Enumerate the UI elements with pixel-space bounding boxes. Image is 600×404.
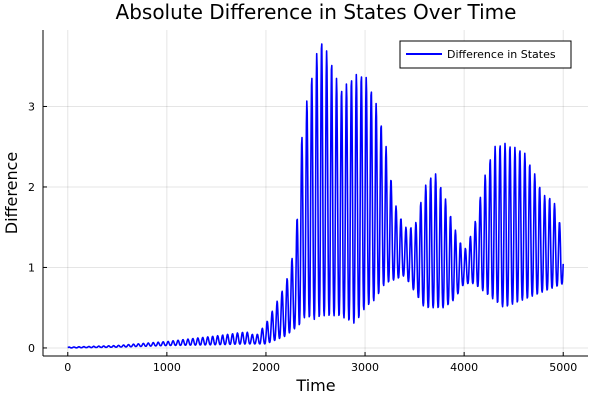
x-tick-label: 0 bbox=[64, 361, 71, 374]
legend-label: Difference in States bbox=[447, 48, 556, 61]
ticks: 0 1000 2000 3000 4000 5000 0 1 2 3 bbox=[28, 100, 577, 374]
y-tick-label: 1 bbox=[28, 261, 35, 274]
x-tick-label: 1000 bbox=[153, 361, 181, 374]
y-tick-label: 0 bbox=[28, 342, 35, 355]
y-axis-label: Difference bbox=[2, 152, 21, 234]
y-tick-label: 3 bbox=[28, 100, 35, 113]
legend: Difference in States bbox=[399, 40, 572, 69]
y-tick-label: 2 bbox=[28, 181, 35, 194]
x-axis-label: Time bbox=[295, 376, 335, 395]
x-tick-label: 2000 bbox=[252, 361, 280, 374]
x-tick-label: 4000 bbox=[450, 361, 478, 374]
chart-title: Absolute Difference in States Over Time bbox=[116, 0, 517, 24]
x-tick-label: 5000 bbox=[549, 361, 577, 374]
x-tick-label: 3000 bbox=[351, 361, 379, 374]
series-line-difference-in-states bbox=[67, 43, 564, 349]
